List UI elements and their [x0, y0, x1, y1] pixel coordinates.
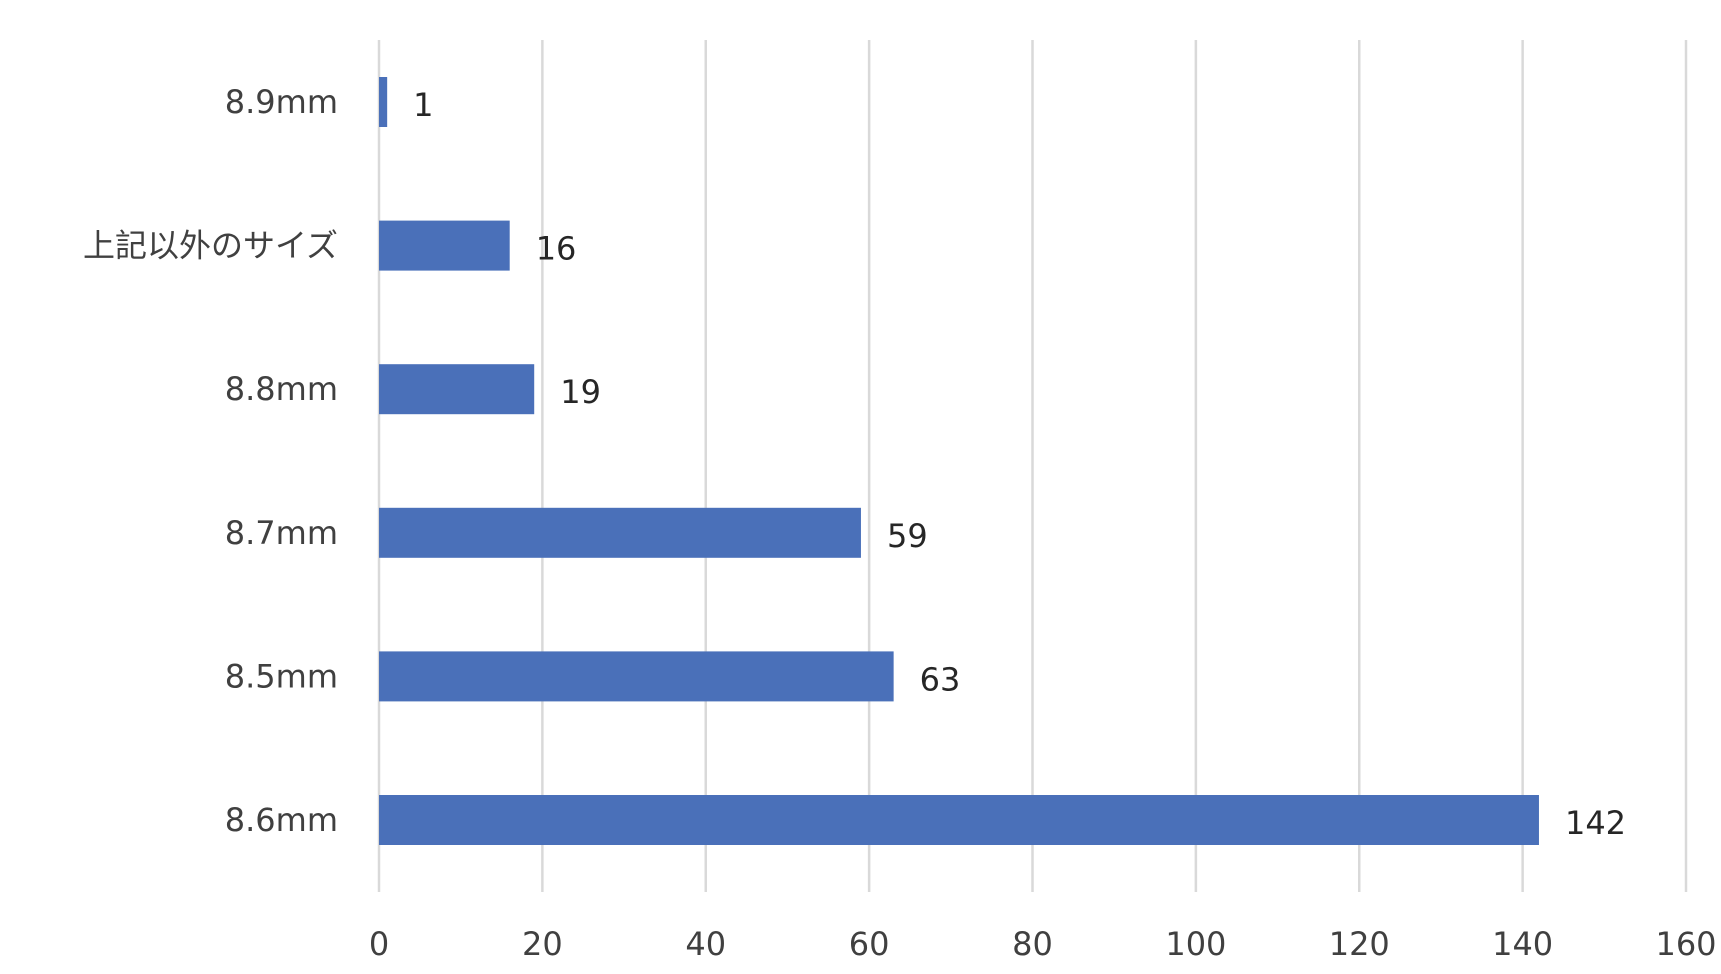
x-tick-label: 40: [685, 925, 726, 963]
category-label: 上記以外のサイズ: [83, 227, 338, 265]
category-label: 8.7mm: [225, 514, 338, 552]
labels: 0 20 40 60 80 100 120 140 160 8.9mm 1 上記以外のサイズ 16 8.8…: [83, 83, 1717, 963]
data-label: 142: [1565, 804, 1626, 842]
data-label: 1: [413, 86, 433, 124]
bar: [379, 364, 535, 415]
data-label: 19: [560, 373, 601, 411]
category-label: 8.5mm: [225, 657, 338, 695]
bar: [379, 507, 861, 558]
x-tick-label: 20: [522, 925, 563, 963]
bar: [379, 651, 894, 702]
x-tick-label: 80: [1012, 925, 1053, 963]
bar: [379, 220, 510, 271]
data-label: 16: [536, 230, 577, 268]
x-tick-label: 60: [849, 925, 890, 963]
bars: [379, 77, 1539, 845]
x-tick-label: 160: [1655, 925, 1716, 963]
x-tick-label: 140: [1492, 925, 1553, 963]
data-label: 63: [920, 660, 961, 698]
bar: [379, 77, 388, 127]
bar: [379, 795, 1539, 845]
x-tick-label: 100: [1165, 925, 1226, 963]
category-label: 8.9mm: [225, 83, 338, 121]
x-tick-label: 0: [369, 925, 389, 963]
category-label: 8.6mm: [225, 801, 338, 839]
data-label: 59: [887, 517, 928, 555]
x-tick-label: 120: [1329, 925, 1390, 963]
gridlines: [377, 40, 1688, 892]
category-label: 8.8mm: [225, 370, 338, 408]
